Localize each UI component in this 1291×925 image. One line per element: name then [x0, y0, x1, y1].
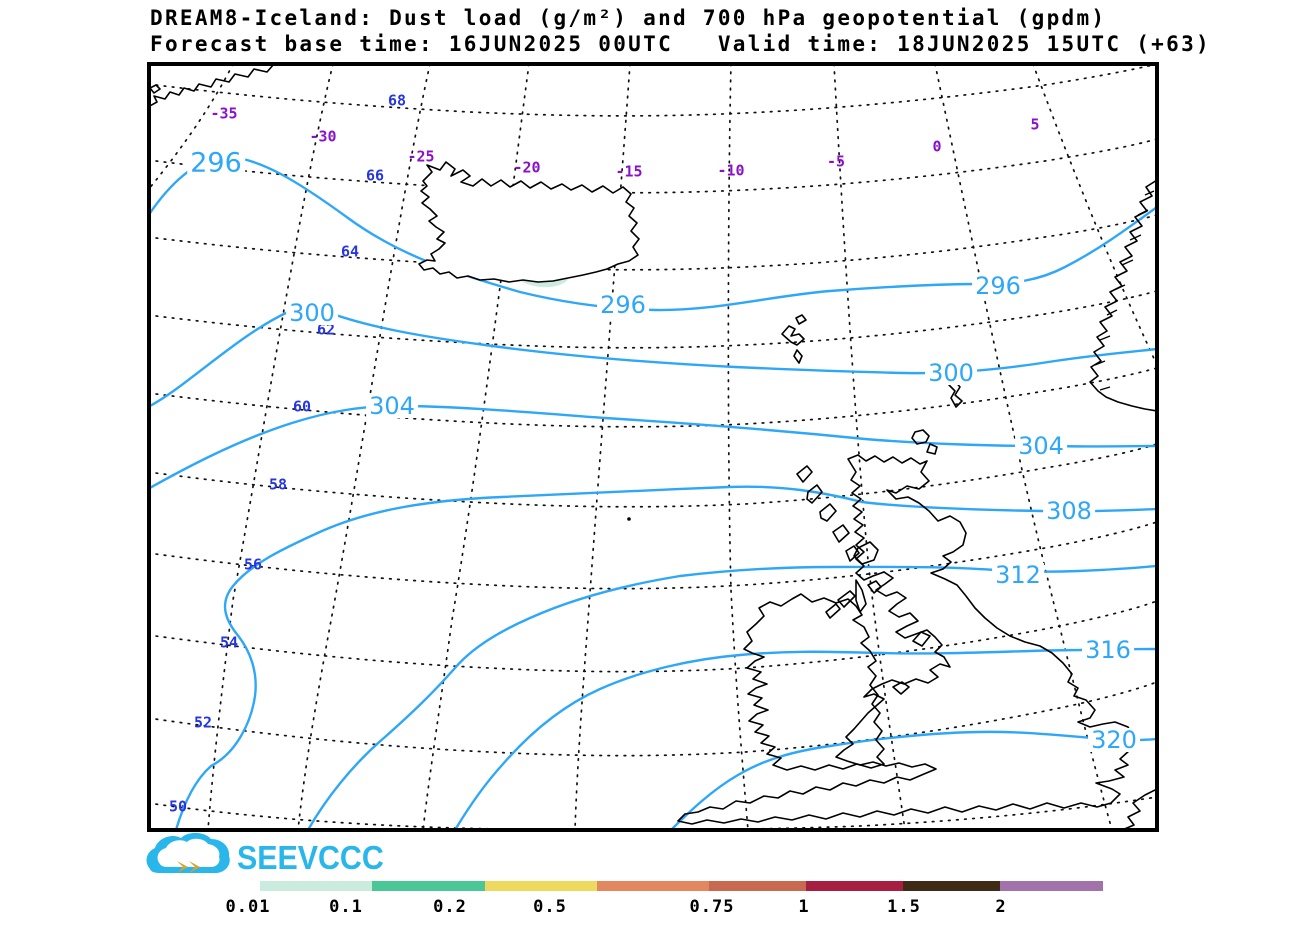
geopotential-contour-label: 308	[1043, 499, 1095, 523]
latitude-label: 66	[365, 166, 385, 185]
longitude-label: -35	[210, 104, 238, 123]
anglesey	[892, 681, 910, 695]
colorbar-tick-label: 0.1	[329, 897, 363, 917]
greenland-coast	[150, 65, 275, 107]
geopotential-contour-label: 296	[187, 149, 245, 177]
latitude-label: 52	[193, 713, 213, 732]
isle-of-skye	[853, 541, 879, 565]
latitude-label: 60	[292, 397, 312, 416]
longitude-label: 5	[1030, 115, 1040, 134]
colorbar-segment	[903, 881, 1000, 891]
contour-316	[454, 647, 1156, 829]
seevccc-cloud-icon	[146, 832, 230, 873]
france-belgium-coast	[1122, 788, 1156, 829]
longitude-label: -5	[826, 152, 846, 171]
colorbar-segment	[485, 881, 597, 891]
colorbar-segment	[806, 881, 903, 891]
colorbar-segment	[1000, 881, 1103, 891]
norway-coast	[1089, 179, 1156, 412]
colorbar-segment	[260, 881, 372, 891]
longitude-label: -15	[615, 162, 643, 181]
geopotential-contour-label: 300	[286, 301, 338, 325]
geopotential-contour-label: 296	[597, 293, 649, 317]
latitude-label: 54	[219, 633, 239, 652]
graticule-grid	[150, 65, 1156, 829]
latitude-label: 68	[387, 91, 407, 110]
dust-load-colorbar	[260, 881, 1103, 891]
latitude-label: 58	[268, 475, 288, 494]
colorbar-tick-label: 0.01	[225, 897, 271, 917]
geopotential-contour-label: 300	[925, 361, 977, 385]
colorbar-segment	[372, 881, 485, 891]
colorbar-tick-label: 0.2	[433, 897, 467, 917]
colorbar-tick-label: 0.75	[689, 897, 735, 917]
latitude-label: 64	[340, 242, 360, 261]
geopotential-contour-label: 304	[1015, 434, 1067, 458]
map-frame	[147, 62, 1159, 832]
rockall-islet	[627, 517, 631, 521]
longitude-label: -25	[407, 147, 435, 166]
contour-320	[670, 730, 1156, 829]
great-britain-coast	[677, 454, 1135, 825]
geopotential-contour-label: 312	[992, 563, 1044, 587]
contour-296	[150, 155, 1156, 312]
chart-title: DREAM8-Iceland: Dust load (g/m²) and 700…	[150, 6, 1107, 30]
longitude-label: -20	[513, 158, 541, 177]
geopotential-contour-label: 296	[972, 274, 1024, 298]
geopotential-contour-label: 304	[366, 394, 418, 418]
contour-312	[307, 564, 1156, 829]
geopotential-contour-label: 320	[1088, 728, 1140, 752]
isle-of-man	[912, 631, 931, 647]
latitude-label: 62	[316, 320, 336, 339]
geopotential-contours	[150, 155, 1156, 829]
contour-308	[175, 485, 1156, 829]
longitude-label: -10	[717, 161, 745, 180]
longitude-label: -30	[309, 127, 337, 146]
colorbar-segment	[709, 881, 806, 891]
latitude-label: 56	[243, 555, 263, 574]
outer-hebrides	[796, 465, 860, 562]
geopotential-contour-label: 316	[1082, 638, 1134, 662]
longitude-label: 0	[932, 137, 942, 156]
seevccc-logo-text: SEEVCCC	[237, 839, 384, 876]
norway-fjords	[1094, 190, 1155, 391]
colorbar-tick-label: 2	[995, 897, 1007, 917]
colorbar-tick-label: 1	[798, 897, 810, 917]
kintyre-peninsula	[855, 579, 867, 613]
greenland-islet	[150, 84, 161, 94]
coastlines	[150, 65, 1156, 829]
chart-subtitle: Forecast base time: 16JUN2025 00UTC Vali…	[150, 32, 1211, 56]
colorbar-segment	[597, 881, 709, 891]
faroe-islands	[781, 314, 807, 364]
ireland-coast	[743, 593, 885, 771]
orkney-islands	[911, 429, 938, 455]
latitude-label: 50	[168, 797, 188, 816]
colorbar-tick-label: 0.5	[533, 897, 567, 917]
colorbar-tick-label: 1.5	[887, 897, 921, 917]
contour-304	[150, 404, 1156, 490]
iceland-coast	[418, 161, 640, 283]
